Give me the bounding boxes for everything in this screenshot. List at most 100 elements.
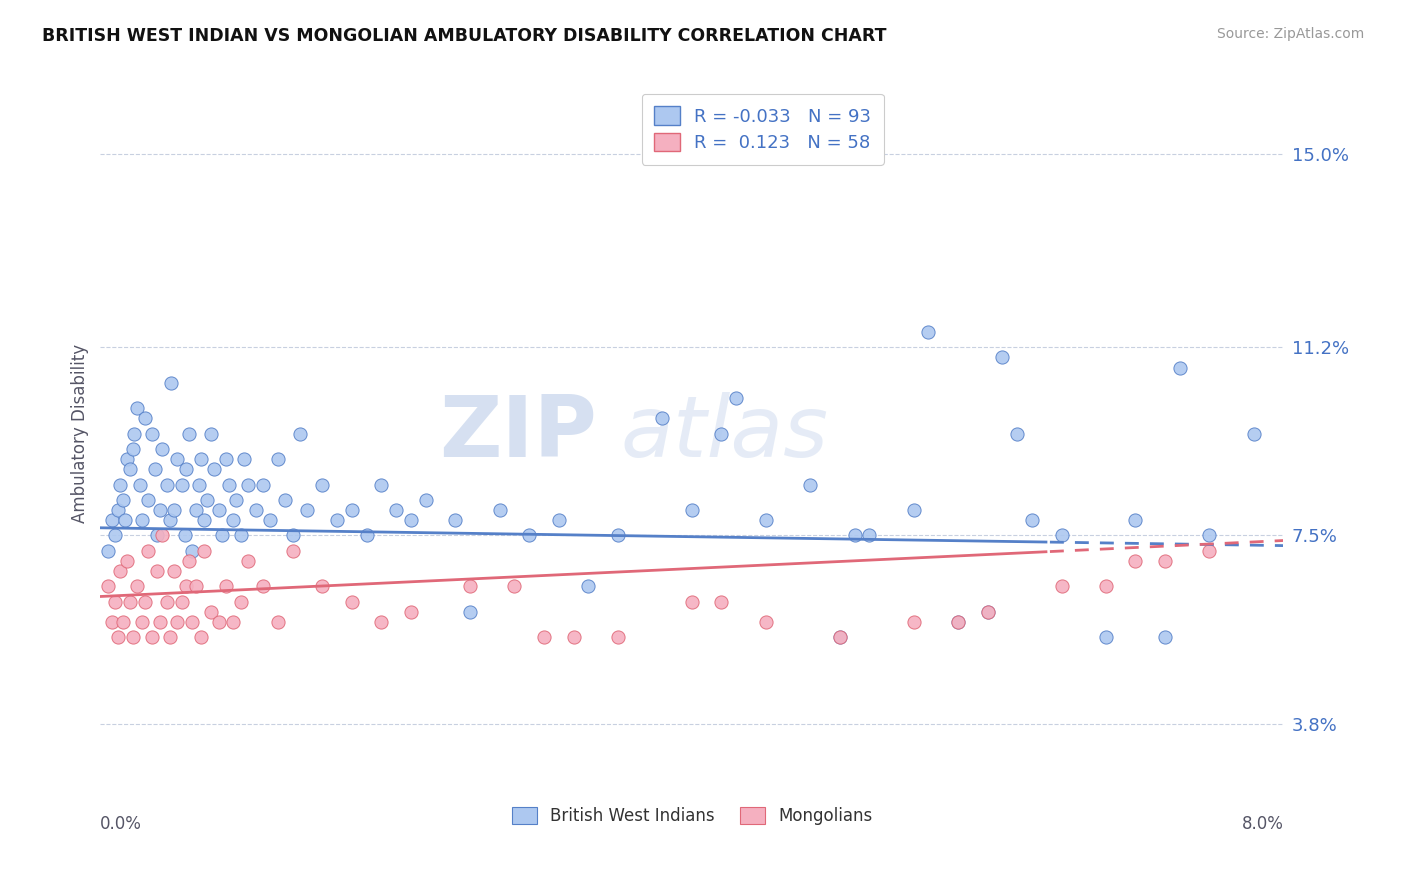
- Point: [755, 513, 778, 527]
- Point: [828, 630, 851, 644]
- Point: [104, 594, 127, 608]
- Point: [186, 579, 208, 593]
- Point: [156, 594, 179, 608]
- Point: [1005, 426, 1028, 441]
- Point: [917, 325, 939, 339]
- Point: [122, 442, 145, 456]
- Point: [174, 462, 197, 476]
- Point: [281, 543, 304, 558]
- Point: [174, 579, 197, 593]
- Point: [903, 615, 925, 629]
- Point: [127, 579, 149, 593]
- Point: [108, 564, 131, 578]
- Point: [97, 579, 120, 593]
- Point: [991, 351, 1014, 365]
- Point: [946, 615, 969, 629]
- Point: [1198, 528, 1220, 542]
- Point: [340, 594, 363, 608]
- Point: [252, 477, 274, 491]
- Point: [267, 615, 290, 629]
- Point: [208, 503, 231, 517]
- Point: [399, 513, 422, 527]
- Point: [1125, 513, 1147, 527]
- Point: [1168, 360, 1191, 375]
- Point: [844, 528, 866, 542]
- Text: 0.0%: 0.0%: [100, 815, 142, 833]
- Point: [145, 528, 167, 542]
- Point: [245, 503, 267, 517]
- Point: [606, 630, 628, 644]
- Point: [177, 554, 200, 568]
- Point: [681, 594, 703, 608]
- Point: [193, 513, 215, 527]
- Point: [1125, 554, 1147, 568]
- Point: [166, 615, 188, 629]
- Point: [651, 411, 673, 425]
- Point: [208, 615, 231, 629]
- Point: [215, 452, 238, 467]
- Point: [111, 615, 134, 629]
- Point: [159, 630, 181, 644]
- Point: [118, 594, 141, 608]
- Point: [170, 477, 193, 491]
- Point: [118, 462, 141, 476]
- Point: [259, 513, 281, 527]
- Text: atlas: atlas: [621, 392, 830, 475]
- Point: [141, 426, 163, 441]
- Point: [576, 579, 599, 593]
- Text: ZIP: ZIP: [440, 392, 598, 475]
- Point: [115, 554, 138, 568]
- Point: [755, 615, 778, 629]
- Point: [976, 605, 998, 619]
- Point: [547, 513, 569, 527]
- Point: [1050, 528, 1073, 542]
- Point: [131, 513, 153, 527]
- Point: [163, 564, 186, 578]
- Point: [97, 543, 120, 558]
- Point: [946, 615, 969, 629]
- Point: [131, 615, 153, 629]
- Point: [215, 579, 238, 593]
- Point: [681, 503, 703, 517]
- Point: [101, 513, 124, 527]
- Point: [134, 594, 156, 608]
- Point: [1021, 513, 1043, 527]
- Point: [1050, 579, 1073, 593]
- Point: [229, 528, 252, 542]
- Point: [444, 513, 467, 527]
- Point: [143, 462, 166, 476]
- Point: [903, 503, 925, 517]
- Y-axis label: Ambulatory Disability: Ambulatory Disability: [72, 344, 89, 524]
- Point: [156, 477, 179, 491]
- Point: [370, 477, 392, 491]
- Point: [225, 492, 247, 507]
- Point: [166, 452, 188, 467]
- Point: [101, 615, 124, 629]
- Point: [503, 579, 526, 593]
- Point: [152, 528, 174, 542]
- Point: [190, 452, 212, 467]
- Text: Source: ZipAtlas.com: Source: ZipAtlas.com: [1216, 27, 1364, 41]
- Point: [1095, 630, 1118, 644]
- Point: [193, 543, 215, 558]
- Point: [104, 528, 127, 542]
- Point: [211, 528, 233, 542]
- Point: [229, 594, 252, 608]
- Point: [415, 492, 437, 507]
- Point: [115, 452, 138, 467]
- Point: [606, 528, 628, 542]
- Point: [288, 426, 311, 441]
- Point: [159, 513, 181, 527]
- Point: [177, 426, 200, 441]
- Point: [107, 630, 129, 644]
- Point: [148, 503, 170, 517]
- Point: [181, 615, 204, 629]
- Point: [1154, 554, 1177, 568]
- Point: [232, 452, 254, 467]
- Point: [976, 605, 998, 619]
- Point: [828, 630, 851, 644]
- Point: [799, 477, 821, 491]
- Point: [134, 411, 156, 425]
- Point: [136, 543, 159, 558]
- Point: [297, 503, 319, 517]
